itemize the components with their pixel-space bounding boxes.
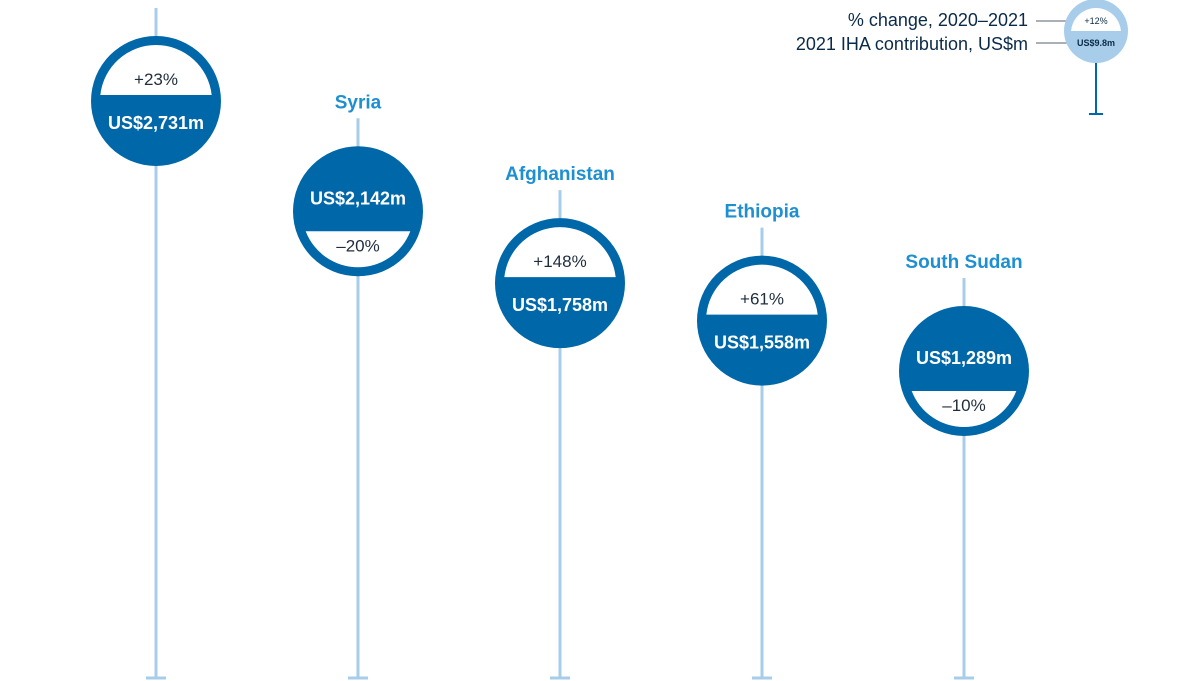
value-label: US$1,289m [916, 348, 1012, 368]
change-label: –20% [336, 236, 379, 255]
value-label: US$2,142m [310, 188, 406, 208]
legend-inner-half [1071, 7, 1121, 31]
country-label: Yemen [125, 0, 186, 3]
change-label: +23% [134, 70, 178, 89]
change-label: +61% [740, 290, 784, 309]
chart-marks: +23% US$2,731m Yemen –20% US$2,142m Syria +148… [91, 0, 1029, 680]
legend: % change, 2020–2021 2021 IHA contributio… [796, 0, 1128, 115]
legend-sample-value: US$9.8m [1077, 38, 1115, 48]
lollipop-ethiopia: +61% US$1,558m Ethiopia [697, 202, 827, 680]
change-half [504, 227, 616, 278]
change-label: –10% [942, 396, 985, 415]
value-label: US$2,731m [108, 113, 204, 133]
change-half [911, 391, 1017, 427]
change-half [305, 231, 411, 268]
country-label: South Sudan [905, 252, 1022, 273]
value-label: US$1,758m [512, 295, 608, 315]
legend-sample-change: +12% [1084, 16, 1107, 26]
change-half [100, 45, 212, 95]
country-label: Afghanistan [505, 164, 615, 185]
value-label: US$1,558m [714, 333, 810, 353]
legend-value-label: 2021 IHA contribution, US$m [796, 34, 1028, 54]
lollipop-syria: –20% US$2,142m Syria [293, 92, 423, 680]
change-half [706, 264, 818, 315]
country-label: Syria [335, 92, 382, 113]
change-label: +148% [533, 252, 586, 271]
legend-change-label: % change, 2020–2021 [848, 10, 1028, 30]
lollipop-yemen: +23% US$2,731m Yemen [91, 0, 221, 680]
lollipop-south-sudan: –10% US$1,289m South Sudan [899, 252, 1029, 680]
lollipop-afghanistan: +148% US$1,758m Afghanistan [495, 164, 625, 680]
country-label: Ethiopia [725, 202, 800, 223]
